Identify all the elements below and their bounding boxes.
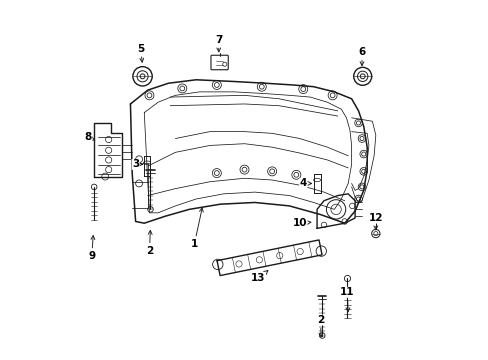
Text: 6: 6 (358, 47, 365, 66)
Text: 7: 7 (214, 35, 222, 52)
Text: 2: 2 (145, 230, 153, 256)
Text: 13: 13 (250, 270, 267, 283)
Text: 8: 8 (84, 132, 95, 142)
Text: 1: 1 (190, 208, 203, 249)
Text: 12: 12 (368, 213, 382, 230)
Text: 2: 2 (316, 315, 324, 337)
Text: 9: 9 (88, 235, 95, 261)
Text: 10: 10 (292, 218, 310, 228)
Text: 5: 5 (137, 44, 144, 62)
Text: 4: 4 (299, 179, 311, 188)
Text: 3: 3 (132, 159, 142, 170)
Text: 11: 11 (340, 287, 354, 312)
